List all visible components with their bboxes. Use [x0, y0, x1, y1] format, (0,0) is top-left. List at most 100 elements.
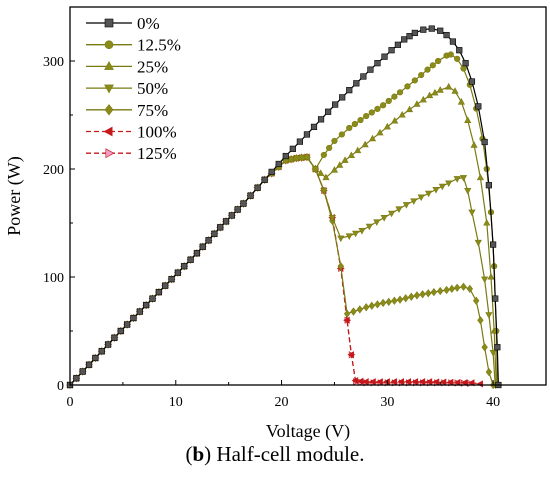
data-point [456, 47, 463, 54]
data-point [418, 378, 426, 386]
series-50pct [66, 154, 499, 389]
x-axis-label: Voltage (V) [266, 421, 350, 442]
data-point [437, 286, 444, 296]
data-point [362, 303, 370, 312]
data-point [396, 295, 404, 304]
series-line [69, 86, 497, 386]
data-point [98, 348, 105, 355]
data-point [436, 86, 444, 93]
series-line [69, 27, 499, 386]
data-point [282, 152, 289, 160]
data-point [363, 112, 370, 120]
data-point [347, 351, 354, 359]
data-point [193, 250, 201, 257]
legend-marker [104, 18, 114, 28]
data-point [453, 283, 461, 292]
data-point [476, 380, 483, 388]
legend-item: 12.5% [86, 36, 181, 55]
data-point [374, 300, 381, 309]
data-point [337, 235, 345, 243]
data-point [155, 289, 162, 296]
data-point [380, 102, 387, 109]
data-point [351, 377, 359, 385]
data-point [404, 83, 411, 90]
data-point [492, 295, 499, 302]
data-point [374, 105, 381, 112]
data-point [162, 282, 169, 289]
data-point [320, 151, 327, 159]
legend-marker [104, 84, 114, 94]
data-point [417, 194, 425, 202]
data-point [420, 26, 427, 33]
data-point [228, 212, 235, 219]
legend-item: 25% [86, 57, 168, 76]
data-point [473, 296, 480, 305]
data-point [425, 289, 432, 298]
data-point [373, 219, 381, 226]
legend-marker [104, 60, 114, 70]
data-point [470, 141, 478, 148]
data-point [428, 25, 435, 32]
data-point [453, 378, 461, 387]
data-point [322, 173, 330, 181]
series-line [69, 156, 470, 386]
data-point [435, 57, 442, 65]
plot-area [66, 6, 547, 390]
data-point [454, 55, 461, 62]
data-point [350, 307, 357, 316]
data-point [374, 60, 381, 67]
data-point [365, 223, 373, 231]
data-point [341, 156, 349, 163]
data-point [117, 327, 124, 335]
data-point [343, 309, 351, 318]
data-point [211, 230, 218, 237]
data-point [247, 192, 254, 199]
data-point [449, 38, 457, 45]
data-point [383, 378, 390, 386]
data-point [353, 80, 360, 87]
data-point [312, 165, 319, 173]
data-point [468, 78, 476, 85]
data-point [396, 89, 404, 96]
data-point [453, 176, 461, 183]
data-point [476, 173, 485, 181]
data-point [339, 94, 346, 101]
data-point [425, 378, 433, 386]
data-point [379, 298, 387, 308]
legend-label: 75% [137, 101, 168, 120]
data-point [390, 378, 397, 386]
data-point [408, 292, 415, 301]
series-100pct [66, 153, 483, 389]
y-axis-label: Power (W) [4, 156, 25, 235]
legend-label: 50% [137, 79, 168, 98]
data-point [402, 202, 410, 209]
data-point [394, 41, 402, 48]
legend-label: 0% [137, 14, 160, 33]
data-point [494, 344, 501, 351]
data-point [447, 51, 454, 58]
data-point [464, 188, 472, 195]
data-point [149, 295, 156, 302]
data-point [168, 276, 175, 283]
data-point [347, 151, 355, 159]
data-point [104, 341, 112, 348]
data-point [410, 198, 418, 205]
legend-item: 0% [86, 14, 160, 33]
data-point [303, 154, 311, 161]
data-point [485, 182, 492, 189]
data-point [443, 285, 450, 295]
data-point [234, 206, 241, 213]
data-point [376, 128, 384, 136]
legend-marker [103, 126, 113, 137]
data-point [124, 321, 131, 328]
data-point [111, 334, 118, 341]
data-point [360, 73, 367, 80]
data-point [432, 186, 440, 194]
data-point [413, 291, 421, 300]
data-point [381, 53, 388, 60]
data-point [398, 111, 406, 118]
data-point [445, 82, 453, 90]
data-point [419, 290, 426, 299]
data-point [346, 87, 353, 94]
data-point [296, 138, 303, 145]
